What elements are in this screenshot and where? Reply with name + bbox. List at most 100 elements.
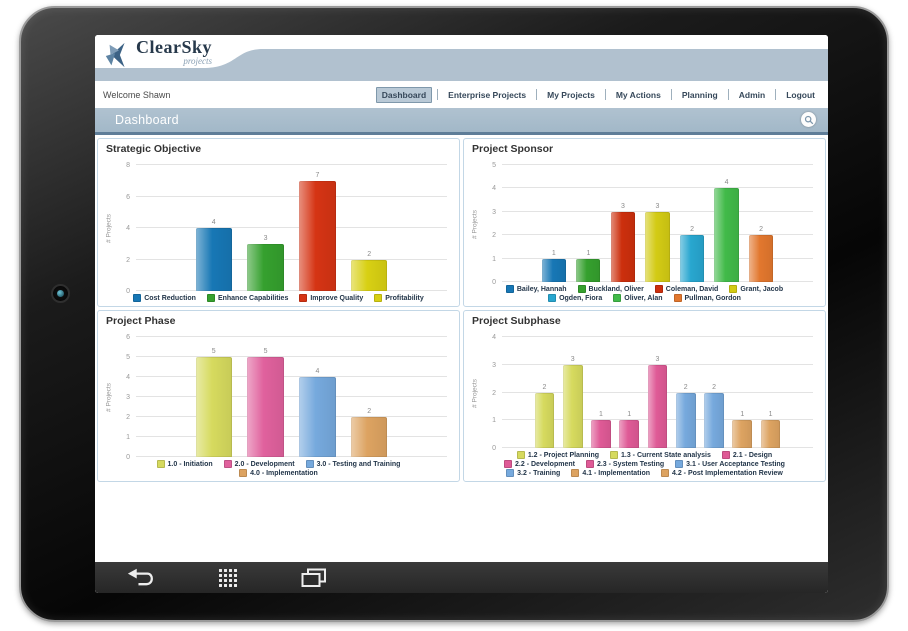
gridline [136,436,447,438]
legend-swatch [133,294,142,302]
bar-value-label: 5 [211,348,216,355]
nav-separator [604,89,606,100]
chart-title: Project Sponsor [472,143,554,155]
y-tick-label: 2 [126,256,130,264]
bar-1-2-project-planning[interactable] [534,392,555,448]
bar-oliver-alan[interactable] [714,188,739,282]
legend-item: Pullman, Gordon [673,294,741,302]
android-recents-button[interactable] [279,562,349,593]
bar-slot: 5 [188,337,240,457]
bar-enhance-capabilities[interactable] [247,243,284,291]
nav-item-my-projects[interactable]: My Projects [547,89,595,100]
bar-value-label: 3 [655,202,660,210]
bar-cost-reduction[interactable] [195,228,232,291]
nav-item-enterprise-projects[interactable]: Enterprise Projects [448,89,527,100]
bar-4-2-post-implementation-review[interactable] [760,420,781,448]
bar-shine [619,420,640,448]
bar-slot: 1 [587,337,615,448]
gridline [136,396,447,397]
android-back-button[interactable] [107,562,177,593]
nav-item-logout[interactable]: Logout [786,89,815,100]
bar-pullman-gordon[interactable] [749,235,774,282]
legend-item: 4.1 - Implementation [571,469,650,477]
bar-ogden-fiora[interactable] [679,235,705,282]
bar-buckland-oliver[interactable] [576,258,601,282]
bar-slot: 3 [240,165,292,291]
nav-item-my-actions[interactable]: My Actions [615,89,661,100]
bar-bailey-hannah[interactable] [541,258,566,282]
bar-value-label: 3 [263,234,268,242]
bar-value-label: 1 [740,411,745,419]
bar-1-0-initiation[interactable] [195,357,232,457]
bar-2-2-development[interactable] [619,420,640,448]
legend-label: Improve Quality [310,294,364,302]
front-camera-icon [51,284,70,303]
bar-improve-quality[interactable] [299,180,336,291]
gridline [502,187,813,189]
bar-coleman-david[interactable] [610,211,636,282]
nav-item-planning[interactable]: Planning [681,89,718,100]
y-tick-label: 4 [492,185,496,193]
bar-3-2-training[interactable] [704,392,724,448]
bar-value-label: 2 [690,226,694,234]
tablet-screen: ClearSky projects Welcome Shawn Dashboar… [95,35,828,593]
plot-area: 0 1 2 3 4 5 6 5 5 4 2 [126,334,447,461]
bar-slot: 2 [675,165,710,282]
y-tick-label: 5 [126,354,130,361]
legend-swatch [661,469,669,477]
bar-value-label: 2 [367,408,372,416]
camera-lens [57,290,64,297]
nav-separator [727,89,729,100]
recents-icon [301,568,326,587]
legend-label: Pullman, Gordon [684,294,741,302]
bar-3-1-user-acceptance-testing[interactable] [675,392,696,448]
gridline [136,258,447,260]
bar-shine [299,180,336,291]
bar-1-3-current-state-analysis[interactable] [562,364,583,448]
legend-label: Grant, Jacob [740,285,784,293]
welcome-row: Welcome Shawn Dashboard Enterprise Projec… [95,81,828,108]
y-tick-label: 0 [126,288,130,295]
legend-swatch [571,469,580,477]
tablet-frame: ClearSky projects Welcome Shawn Dashboar… [19,6,889,622]
legend-swatch [673,294,682,302]
bar-slot: 3 [643,337,671,448]
app-window: ClearSky projects Welcome Shawn Dashboar… [95,35,828,562]
bar-4-1-implementation[interactable] [732,420,753,448]
legend-swatch [729,285,738,293]
header-band [262,49,828,68]
legend-label: Profitability [385,294,424,302]
bar-2-0-development[interactable] [247,357,284,457]
bar-slot: 3 [640,165,675,282]
bar-slot: 2 [744,165,779,282]
legend-swatch [585,460,594,468]
bar-2-1-design[interactable] [591,420,611,448]
android-nav-bar [95,562,828,593]
bar-4-0-implementation[interactable] [351,417,388,457]
android-apps-button[interactable] [193,562,263,593]
chart-legend: 1.2 - Project Planning 1.3 - Current Stat… [464,450,825,481]
gridline [502,164,813,165]
logo-title: ClearSky [136,37,212,57]
nav-item-dashboard[interactable]: Dashboard [375,86,433,103]
bar-slot: 7 [292,165,344,291]
bar-2-3-system-testing[interactable] [647,364,668,448]
y-tick-label: 4 [126,225,130,232]
bar-value-label: 1 [586,249,591,257]
legend-swatch [305,460,314,468]
bar-profitability[interactable] [351,259,388,291]
y-tick-label: 0 [126,454,130,461]
nav-item-admin[interactable]: Admin [738,89,766,100]
search-button[interactable] [801,112,816,127]
bar-shine [299,377,336,457]
bar-grant-jacob[interactable] [645,211,670,282]
legend-label: Enhance Capabilities [217,294,289,302]
page-title-bar: Dashboard [95,108,828,135]
legend-label: 3.2 - Training [517,469,561,477]
bar-slot: 2 [700,337,728,448]
legend-label: 2.2 - Development [515,460,575,468]
bar-3-0-testing-and-training[interactable] [299,377,336,457]
bar-slot: 2 [343,337,395,457]
legend-label: Oliver, Alan [624,294,663,302]
